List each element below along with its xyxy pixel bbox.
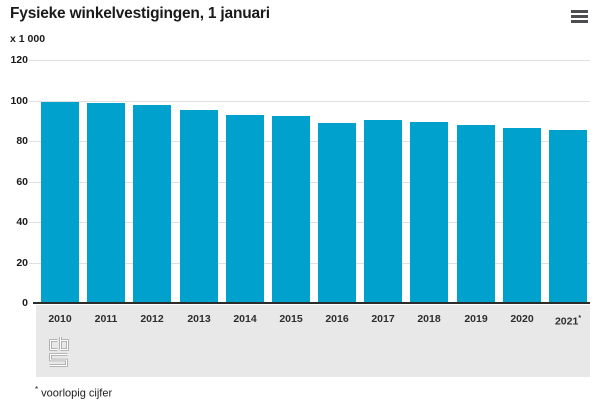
y-tick-label-100: 100 [10,95,28,107]
x-tick-label-2011: 2011 [94,313,118,325]
bar-2012[interactable] [133,105,171,302]
x-tick-label-2020: 2020 [510,313,534,325]
y-tick-label-20: 20 [16,257,28,269]
bar-2011[interactable] [87,103,125,302]
y-tick-label-80: 80 [16,135,28,147]
x-tick-label-2014: 2014 [233,313,257,325]
bar-2010[interactable] [41,102,79,302]
bar-2017[interactable] [364,120,402,302]
x-tick-label-2013: 2013 [187,313,211,325]
footnote: * voorlopig cijfer [35,385,113,400]
y-tick-label-0: 0 [22,297,28,309]
x-tick-label-2016: 2016 [325,313,349,325]
bar-2021[interactable] [549,130,587,302]
x-tick-label-2018: 2018 [417,313,441,325]
bar-2013[interactable] [180,110,218,302]
x-tick-label-2012: 2012 [140,313,164,325]
x-tick-label-2010: 2010 [48,313,72,325]
x-axis-band [36,305,590,377]
bar-2018[interactable] [410,122,448,302]
y-tick-label-120: 120 [10,54,28,66]
x-axis-line [33,302,590,304]
bar-2016[interactable] [318,123,356,302]
bar-2020[interactable] [503,128,541,302]
bar-2014[interactable] [226,115,264,302]
bar-2019[interactable] [457,125,495,302]
x-tick-label-2015: 2015 [279,313,303,325]
chart-menu-button[interactable] [571,9,591,26]
x-tick-label-2017: 2017 [371,313,395,325]
hamburger-menu-icon [571,9,591,24]
cbs-logo [49,337,69,367]
x-tick-label-2019: 2019 [464,313,488,325]
y-axis-unit-label: x 1 000 [10,33,46,45]
y-tick-label-60: 60 [16,176,28,188]
gridline-120 [29,60,590,61]
gridline-100 [29,101,590,102]
bar-2015[interactable] [272,116,310,302]
page-title: Fysieke winkelvestigingen, 1 januari [10,5,270,22]
y-tick-label-40: 40 [16,216,28,228]
x-tick-label-2021: 2021* [554,315,582,328]
